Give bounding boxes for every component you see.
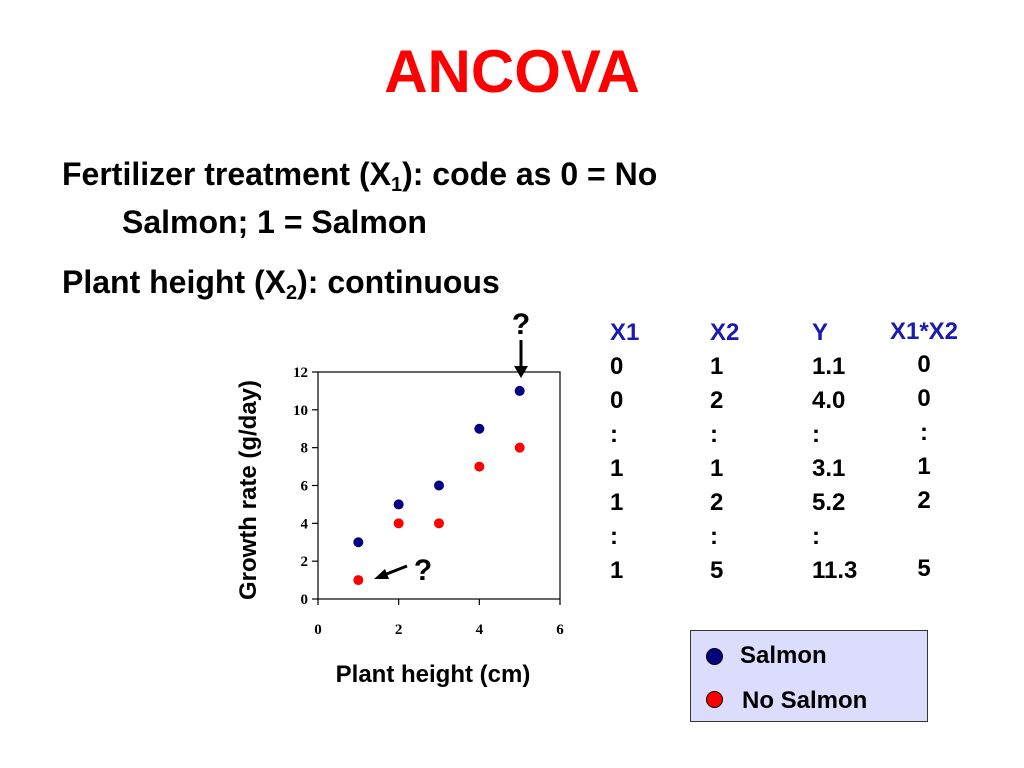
table-cell: :	[812, 421, 820, 448]
plot-area: 0 2 4 6 8 10 12 0 2 4 6	[293, 365, 564, 638]
arrow-down-head-icon	[514, 366, 528, 378]
table-cell: 0	[917, 351, 931, 378]
table-cell: 1	[610, 489, 624, 516]
table-cell: :	[710, 523, 718, 550]
table-cell: 5	[710, 557, 724, 584]
table-cell: 1	[710, 353, 724, 380]
bullet-height-suffix: ): continuous	[297, 264, 500, 300]
y-tick-label: 10	[293, 403, 308, 419]
y-axis-label: Growth rate (g/day)	[235, 380, 262, 600]
table-cell: 0	[610, 353, 624, 380]
point-no-salmon	[474, 461, 485, 472]
table-cell: 11.3	[812, 557, 858, 584]
y-tick-label: 0	[301, 592, 309, 608]
table-cell: 2	[710, 489, 724, 516]
question-mark-top: ?	[512, 308, 530, 341]
bullet-fertilizer: Fertilizer treatment (X1): code as 0 = N…	[62, 152, 657, 196]
point-salmon	[434, 480, 444, 491]
point-salmon	[353, 537, 364, 548]
bullet-fertilizer-suffix: ): code as 0 = No	[402, 156, 658, 192]
table-cell: 1	[610, 557, 624, 584]
table-cell: :	[610, 421, 618, 448]
x-axis-label: Plant height (cm)	[336, 661, 531, 688]
legend-marker-no-salmon	[706, 691, 723, 708]
table-column-x1x2: X1*X2 0 0 : 1 2 5	[882, 316, 966, 586]
point-salmon	[393, 499, 404, 510]
point-no-salmon	[393, 518, 404, 529]
table-cell: 3.1	[812, 455, 846, 482]
table-cell: 0	[917, 385, 931, 412]
legend-label-no-salmon: No Salmon	[742, 687, 868, 714]
y-tick-label: 8	[301, 441, 309, 457]
subscript-2: 2	[286, 282, 298, 304]
legend-label-salmon: Salmon	[740, 642, 827, 669]
x-tick-label: 6	[556, 622, 564, 638]
x-tick-label: 2	[395, 622, 403, 638]
bullet-fertilizer-prefix: Fertilizer treatment (X	[62, 156, 391, 192]
bullet-fertilizer-line2: Salmon; 1 = Salmon	[122, 204, 427, 240]
table-cell: 1	[710, 455, 724, 482]
table-cell: 1.1	[812, 353, 846, 380]
y-tick-label: 12	[293, 365, 308, 381]
bullet-height-prefix: Plant height (X	[62, 264, 286, 300]
legend: Salmon No Salmon	[690, 630, 928, 722]
x-tick-label: 4	[476, 622, 484, 638]
table-cell: 1	[610, 455, 624, 482]
table-cell: 5.2	[812, 489, 846, 516]
column-header-x1x2: X1*X2	[889, 318, 959, 345]
table-cell: :	[920, 419, 928, 446]
y-tick-label: 2	[301, 554, 309, 570]
question-mark-bottom: ?	[414, 554, 432, 587]
column-header-x1: X1	[610, 319, 640, 346]
column-header-y: Y	[812, 319, 829, 346]
column-header-x2: X2	[710, 319, 740, 346]
subscript-1: 1	[390, 174, 403, 196]
table-cell: 5	[917, 555, 931, 582]
table-column-x2: X2 1 2 : 1 2 : 5	[710, 316, 739, 588]
point-no-salmon	[434, 518, 444, 529]
point-no-salmon	[514, 442, 525, 453]
table-cell: 4.0	[812, 387, 846, 414]
arrow-left-head-icon	[374, 569, 389, 579]
y-tick-label: 6	[301, 479, 309, 495]
table-cell: :	[812, 523, 820, 550]
arrow-left-icon	[383, 564, 408, 577]
x-tick-label: 0	[314, 622, 322, 638]
table-cell: 2	[917, 487, 931, 514]
point-salmon	[474, 423, 485, 434]
point-salmon	[514, 385, 525, 396]
table-cell: 2	[710, 387, 724, 414]
table-cell: 0	[610, 387, 624, 414]
legend-marker-salmon	[706, 648, 723, 665]
bullet-plant-height: Plant height (X2): continuous	[62, 260, 500, 304]
y-tick-label: 4	[301, 516, 309, 532]
table-column-x1: X1 0 0 : 1 1 : 1	[610, 316, 639, 588]
table-cell: 1	[917, 453, 931, 480]
point-no-salmon	[353, 575, 364, 586]
table-column-y: Y 1.1 4.0 : 3.1 5.2 : 11.3	[812, 316, 857, 588]
slide-title: ANCOVA	[384, 38, 640, 105]
table-cell: :	[710, 421, 718, 448]
table-cell: :	[610, 523, 618, 550]
